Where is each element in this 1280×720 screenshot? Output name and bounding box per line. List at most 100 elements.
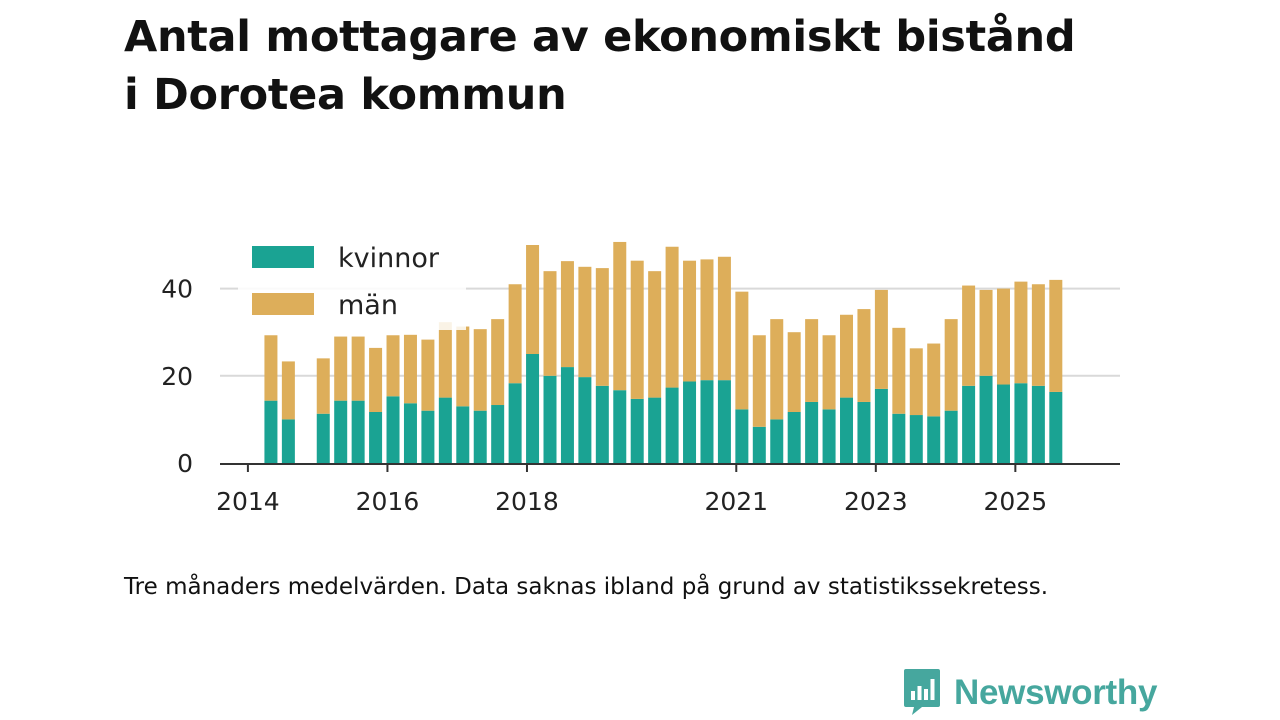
bar-kvinnor (526, 354, 540, 463)
bar-kvinnor (508, 383, 522, 463)
bar-man (595, 268, 609, 386)
bar-kvinnor (578, 377, 592, 463)
legend: kvinnor män (238, 232, 466, 330)
stacked-bar-chart: 0 20 40 2014 2016 2018 2021 2023 2025 kvinnor mä… (161, 232, 1120, 516)
bar-man (944, 319, 958, 411)
bar-kvinnor (770, 419, 784, 463)
bar-man (822, 335, 836, 410)
bar-kvinnor (962, 385, 976, 463)
bar-man (735, 291, 749, 410)
bar-kvinnor (316, 413, 330, 463)
bar-man (491, 319, 505, 406)
bars (264, 241, 1063, 463)
bar-kvinnor (735, 409, 749, 463)
bar-man (369, 347, 383, 412)
bar-kvinnor (543, 375, 557, 463)
bar-kvinnor (909, 415, 923, 463)
bar-kvinnor (613, 390, 627, 463)
bar-man (264, 335, 278, 401)
bar-kvinnor (874, 388, 888, 463)
bar-kvinnor (822, 409, 836, 463)
bar-man (1014, 281, 1028, 384)
chart-caption: Tre månaders medelvärden. Data saknas ib… (124, 574, 1049, 600)
bar-kvinnor (717, 380, 731, 463)
bar-man (421, 339, 435, 411)
bar-kvinnor (473, 410, 487, 463)
bar-kvinnor (996, 384, 1010, 463)
bar-kvinnor (456, 406, 470, 463)
y-tick-label: 20 (161, 362, 193, 391)
bar-kvinnor (421, 410, 435, 463)
bar-kvinnor (944, 410, 958, 463)
legend-label-man: män (338, 290, 398, 321)
bar-man (787, 332, 801, 412)
bar-man (857, 309, 871, 402)
bar-kvinnor (1014, 383, 1028, 463)
bar-man (927, 343, 941, 417)
bar-man (700, 259, 714, 381)
bar-kvinnor (334, 400, 348, 463)
y-tick-label: 0 (177, 449, 193, 478)
chart-title-line-2: i Dorotea kommun (124, 70, 567, 120)
bar-kvinnor (927, 416, 941, 463)
bar-kvinnor (857, 401, 871, 463)
bar-man (316, 358, 330, 414)
bar-man (456, 326, 470, 407)
bar-man (805, 319, 819, 402)
x-tick-label: 2018 (495, 487, 559, 516)
bar-man (613, 241, 627, 391)
bar-man (874, 289, 888, 389)
bar-man (979, 289, 993, 376)
bar-kvinnor (979, 375, 993, 463)
bar-man (508, 284, 522, 384)
bar-man (1031, 284, 1045, 386)
brand-logo[interactable]: Newsworthy (902, 668, 1157, 718)
bar-kvinnor (1031, 385, 1045, 463)
bar-kvinnor (840, 397, 854, 463)
bar-kvinnor (805, 401, 819, 463)
bar-man (473, 329, 487, 411)
bar-kvinnor (700, 380, 714, 463)
bar-kvinnor (1049, 391, 1063, 463)
bar-kvinnor (403, 403, 417, 463)
newsworthy-logo-icon (902, 667, 942, 719)
bar-kvinnor (281, 419, 295, 463)
bar-man (996, 288, 1010, 385)
bar-kvinnor (491, 405, 505, 463)
bar-man (752, 335, 766, 427)
axis-ticks: 0 20 40 2014 2016 2018 2021 2023 2025 (161, 275, 1047, 516)
bar-man (578, 266, 592, 378)
bar-man (892, 327, 906, 414)
bar-man (334, 336, 348, 401)
bar-kvinnor (351, 400, 365, 463)
x-tick-label: 2023 (844, 487, 908, 516)
x-tick-label: 2016 (356, 487, 420, 516)
bar-kvinnor (892, 413, 906, 463)
brand-name: Newsworthy (954, 673, 1158, 712)
bar-man (770, 319, 784, 420)
bar-kvinnor (630, 398, 644, 463)
bar-kvinnor (648, 397, 662, 463)
chart-title-line-1: Antal mottagare av ekonomiskt bistånd (124, 12, 1076, 62)
bar-man (630, 260, 644, 399)
bar-kvinnor (787, 411, 801, 463)
bar-man (962, 285, 976, 386)
x-tick-label: 2025 (984, 487, 1048, 516)
bar-kvinnor (752, 426, 766, 463)
bar-man (543, 271, 557, 376)
bar-kvinnor (264, 400, 278, 463)
bar-man (648, 271, 662, 398)
bar-man (438, 322, 452, 398)
bar-man (526, 245, 540, 354)
bar-kvinnor (683, 381, 697, 463)
legend-label-kvinnor: kvinnor (338, 243, 440, 274)
chart-title: Antal mottagare av ekonomiskt bistånd i … (124, 8, 1224, 124)
bar-kvinnor (438, 397, 452, 463)
bar-man (717, 256, 731, 381)
bar-kvinnor (369, 411, 383, 463)
bar-man (1049, 279, 1063, 392)
bar-man (665, 246, 679, 388)
y-tick-label: 40 (161, 275, 193, 304)
bar-kvinnor (386, 396, 400, 463)
bar-kvinnor (595, 385, 609, 463)
